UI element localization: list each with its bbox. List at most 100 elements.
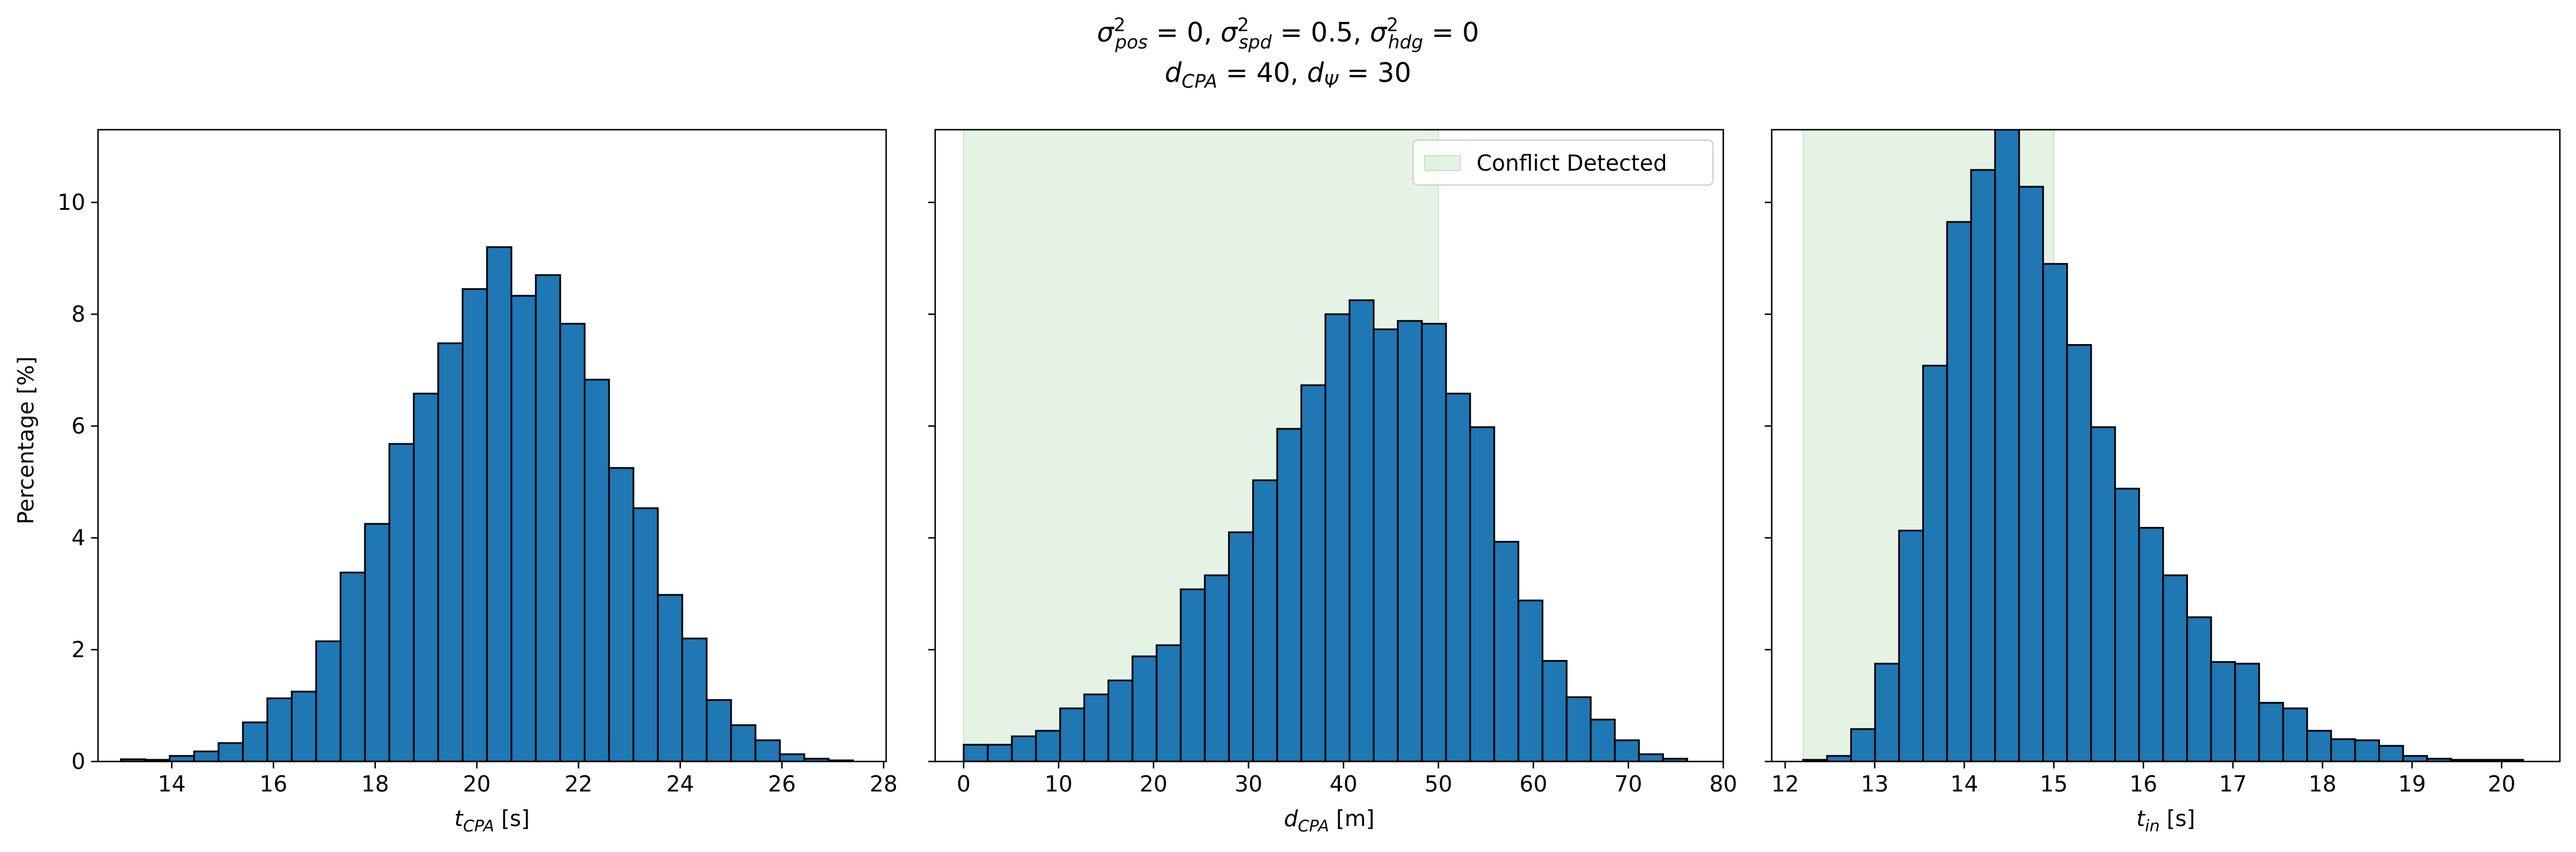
histogram-bar <box>168 755 195 761</box>
histogram-bar <box>1638 753 1664 761</box>
legend-label: Conflict Detected <box>1477 150 1667 176</box>
histogram-bar <box>340 571 366 761</box>
y-tick-label: 0 <box>71 749 85 774</box>
histogram-bar <box>315 640 342 761</box>
histogram-bar <box>413 393 439 761</box>
histogram-bar <box>1541 659 1568 761</box>
y-axis-label: Percentage [%] <box>13 356 39 525</box>
histogram-bar <box>1970 169 1996 761</box>
x-tick-label: 17 <box>2219 771 2247 797</box>
x-tick-label: 24 <box>666 771 694 797</box>
histogram-bar <box>608 467 635 761</box>
histogram-bar <box>1517 600 1543 761</box>
x-tick-label: 22 <box>564 771 592 797</box>
histogram-bar <box>1469 426 1496 761</box>
x-tick-label: 60 <box>1519 771 1547 797</box>
histogram-bar <box>461 288 488 761</box>
y-tick-label: 10 <box>58 190 85 215</box>
y-tick-label: 8 <box>71 301 85 327</box>
figure-title: σ2 pos = 0, σ2 spd = 0.5, σ2 hdg = 0 dCPA =… <box>1097 14 1479 92</box>
histogram-bar <box>2402 755 2428 761</box>
x-tick-label: 40 <box>1330 771 1357 797</box>
histogram-bar <box>2162 574 2188 761</box>
histogram-bar <box>706 699 732 761</box>
y-tick-label: 6 <box>71 413 85 439</box>
histogram-bar <box>1300 384 1327 761</box>
histogram-bar <box>1107 679 1133 761</box>
histogram-bar <box>1421 323 1447 761</box>
x-tick-label: 10 <box>1045 771 1072 797</box>
panel-2: 0 10 20 30 40 50 60 70 80 dCPA [m] Conflict Detect… <box>928 129 1737 835</box>
histogram-bar <box>2306 730 2332 761</box>
histogram-bar <box>1994 130 2020 761</box>
histogram-bar <box>2186 616 2212 761</box>
histogram-bar <box>193 751 220 761</box>
histogram-bar <box>1228 531 1254 761</box>
histogram-bar <box>1898 529 1925 761</box>
axes-frame <box>934 129 1724 763</box>
histogram-bar <box>962 744 989 761</box>
x-tick-label: 80 <box>1709 771 1737 797</box>
histogram-bar <box>1590 718 1616 761</box>
histogram-bar <box>2354 739 2381 761</box>
histogram-bar <box>2378 745 2404 761</box>
histogram-bar <box>1826 755 1852 761</box>
histogram-bar <box>1324 313 1351 761</box>
histogram-bar <box>779 753 805 761</box>
axes-frame <box>97 129 887 763</box>
x-axis-label: dCPA [m] <box>1284 806 1374 835</box>
histogram-bar <box>1035 730 1061 761</box>
x-tick-label: 12 <box>1771 771 1799 797</box>
legend-box <box>1413 140 1713 186</box>
histogram-bar <box>510 295 537 761</box>
x-tick-label: 16 <box>2129 771 2157 797</box>
histogram-bar <box>486 246 513 761</box>
x-tick-label: 18 <box>361 771 389 797</box>
histogram-bar <box>266 697 293 761</box>
histogram-bar <box>657 594 683 761</box>
histogram-bar <box>1396 320 1423 761</box>
x-tick-label: 0 <box>956 771 970 797</box>
histogram-bar <box>1180 588 1206 761</box>
histogram-bars <box>962 299 1688 761</box>
histogram-bar <box>1349 299 1375 761</box>
histogram-bar <box>2090 426 2116 761</box>
histogram-bar <box>1252 479 1278 761</box>
x-axis-label: tCPA [s] <box>454 806 530 835</box>
x-tick-label: 28 <box>869 771 897 797</box>
histogram-bar <box>1083 693 1109 761</box>
x-tick-label: 20 <box>2488 771 2515 797</box>
histogram-bar <box>2234 662 2260 761</box>
title-line-2: dCPA = 40, dΨ = 30 <box>1165 57 1411 92</box>
x-tick-label: 20 <box>463 771 491 797</box>
histogram-bar <box>1493 541 1520 761</box>
x-tick-label: 14 <box>1950 771 1978 797</box>
histogram-bar <box>1204 574 1230 761</box>
histogram-bar <box>291 691 317 761</box>
histogram-bar <box>559 323 586 761</box>
x-tick-label: 50 <box>1425 771 1452 797</box>
histogram-bar <box>2210 661 2236 761</box>
histogram-bar <box>583 379 610 761</box>
histogram-bar <box>2330 738 2356 761</box>
x-tick-label: 16 <box>259 771 287 797</box>
histogram-bars <box>1802 130 2524 761</box>
histogram-bar <box>2258 702 2284 761</box>
histogram-bar <box>2138 527 2164 761</box>
axes-frame <box>1771 129 2561 763</box>
x-tick-label: 30 <box>1234 771 1262 797</box>
x-tick-label: 26 <box>768 771 796 797</box>
x-tick-label: 15 <box>2040 771 2067 797</box>
histogram-bar <box>364 523 390 761</box>
x-axis-label: tin [s] <box>2137 806 2195 835</box>
title-line-1: σ2 pos = 0, σ2 spd = 0.5, σ2 hdg = 0 <box>1097 14 1479 53</box>
histogram-bar <box>1850 728 1876 761</box>
histogram-bar <box>2066 344 2092 761</box>
histogram-bar <box>1276 428 1302 761</box>
y-tick-label: 2 <box>71 637 85 662</box>
histogram-bar <box>1373 328 1399 761</box>
histogram-bar <box>2114 488 2140 761</box>
histogram-bar <box>1445 393 1471 761</box>
